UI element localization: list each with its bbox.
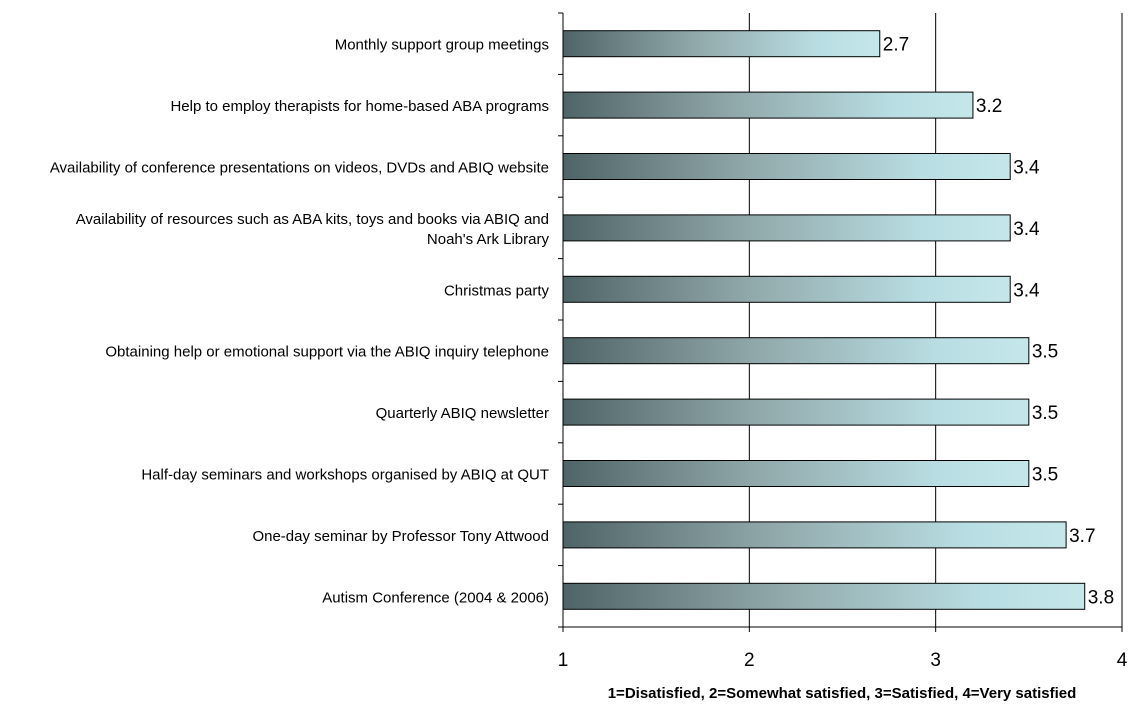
value-label: 3.4: [1013, 219, 1040, 240]
bar: [562, 460, 1030, 487]
category-label: Obtaining help or emotional support via …: [105, 344, 549, 361]
bar: [562, 337, 1030, 365]
value-label: 3.5: [1032, 403, 1058, 424]
x-axis-title: 1=Disatisfied, 2=Somewhat satisfied, 3=S…: [608, 685, 1077, 702]
category-label: Quarterly ABIQ newsletter: [376, 405, 549, 422]
value-labels: 2.7 3.2 3.4 3.4 3.4 3.5 3.5 3.5 3.7 3.8: [883, 35, 1114, 609]
value-label: 3.4: [1013, 158, 1040, 179]
category-label: Monthly support group meetings: [335, 37, 549, 54]
value-label: 3.8: [1088, 587, 1114, 608]
value-label: 3.5: [1032, 342, 1058, 363]
bar: [562, 91, 974, 119]
category-label: Half-day seminars and workshops organise…: [141, 467, 549, 484]
x-tick-label: 1: [558, 650, 569, 671]
bar: [562, 521, 1067, 549]
value-label: 3.2: [976, 96, 1002, 117]
bar: [562, 30, 881, 58]
value-label: 3.4: [1013, 280, 1040, 301]
x-tick-label: 2: [744, 650, 755, 671]
bar: [562, 153, 1011, 180]
x-tick-label: 3: [930, 650, 941, 671]
value-label: 3.7: [1069, 526, 1095, 547]
bar: [562, 582, 1086, 610]
category-label: One-day seminar by Professor Tony Attwoo…: [252, 528, 549, 545]
bar: [562, 275, 1011, 303]
category-label: Availability of resources such as ABA ki…: [76, 211, 550, 248]
category-label: Help to employ therapists for home-based…: [170, 98, 549, 115]
category-label: Autism Conference (2004 & 2006): [322, 589, 549, 606]
x-tick-labels: 1 2 3 4: [558, 650, 1128, 671]
bars: [562, 30, 1086, 610]
category-labels: Monthly support group meetings Help to em…: [50, 37, 550, 607]
bar: [562, 398, 1030, 426]
value-label: 2.7: [883, 35, 909, 56]
category-label: Availability of conference presentations…: [50, 160, 549, 177]
value-label: 3.5: [1032, 465, 1058, 486]
category-label: Christmas party: [444, 282, 550, 299]
x-tick-label: 4: [1117, 650, 1128, 671]
bar: [562, 214, 1011, 242]
